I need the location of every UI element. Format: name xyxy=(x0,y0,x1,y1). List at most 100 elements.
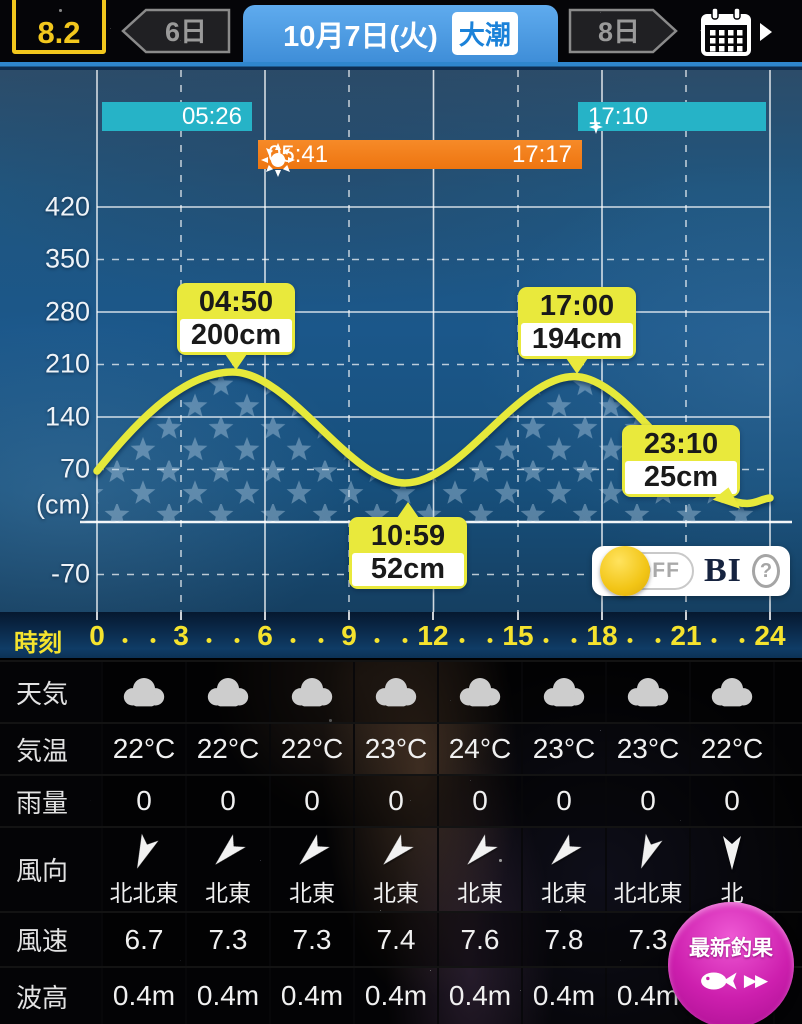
x-tick-3: 3 xyxy=(173,620,189,651)
temperature-cell: 23°C xyxy=(521,724,605,774)
x-tick-24: 24 xyxy=(754,620,786,651)
sun-bar: 05:41 17:17 xyxy=(258,140,582,177)
calendar-expand-arrow-icon[interactable] xyxy=(760,23,772,41)
row-label-weather: 天気 xyxy=(0,662,101,722)
weather-cell xyxy=(689,662,773,722)
tooltip-pointer xyxy=(397,502,419,518)
weather-cell xyxy=(353,662,437,722)
fishing-score-value: 8.2 xyxy=(37,14,81,50)
fish-icon xyxy=(700,972,737,990)
wind-direction-cell: 北 xyxy=(689,828,773,911)
wave-height-cell: 0.4m xyxy=(101,968,185,1024)
wind-speed-cell: 7.3 xyxy=(269,913,353,966)
y-tick-280: 280 xyxy=(44,296,90,327)
low-tide-time-1: 10:59 xyxy=(370,520,446,552)
wave-height-cell: 0.4m xyxy=(437,968,521,1024)
toggle-knob[interactable] xyxy=(600,546,650,596)
current-day-tab[interactable]: 10月7日(火) 大潮 xyxy=(243,5,558,62)
cloudy-icon xyxy=(711,678,753,707)
next-day-button[interactable]: 8日 xyxy=(567,8,679,54)
wind-direction-cell: 北東 xyxy=(185,828,269,911)
fishing-score-box: 8.2 xyxy=(12,0,106,54)
table-row-weather: 天気 xyxy=(0,660,802,722)
x-tick-0: 0 xyxy=(89,620,105,651)
latest-catch-label: 最新釣果 xyxy=(689,937,773,960)
low-tide-time-2: 23:10 xyxy=(643,428,719,460)
row-label-wind-speed: 風速 xyxy=(0,913,101,966)
wind-direction-cell: 北東 xyxy=(269,828,353,911)
weather-cell xyxy=(185,662,269,722)
wind-direction-label: 北東 xyxy=(457,879,503,906)
cloudy-icon xyxy=(291,678,333,707)
wind-speed-cell: 7.8 xyxy=(521,913,605,966)
cloudy-icon xyxy=(627,678,669,707)
moon-bar-rise: 17:10 xyxy=(578,102,766,155)
temperature-cell: 23°C xyxy=(605,724,689,774)
weather-cell xyxy=(521,662,605,722)
high-tide-time-1: 04:50 xyxy=(198,286,274,318)
y-tick-350: 350 xyxy=(44,243,90,274)
y-tick-140: 140 xyxy=(44,401,90,432)
wind-arrow-icon xyxy=(551,833,582,865)
cloudy-icon xyxy=(207,678,249,707)
temperature-cell: 24°C xyxy=(437,724,521,774)
x-tick-18: 18 xyxy=(586,620,618,651)
header-stars-decoration xyxy=(0,0,1,1)
row-label-wave-height: 波高 xyxy=(0,968,101,1024)
y-tick-70: 70 xyxy=(59,453,90,484)
table-row-rainfall: 雨量 0 0 0 0 0 0 0 0 xyxy=(0,774,802,826)
low-tide-value-2: 25cm xyxy=(625,461,737,494)
temperature-cell: 23°C xyxy=(353,724,437,774)
row-label-wind-direction: 風向 xyxy=(0,828,101,911)
double-arrow-icon: ▶▶ xyxy=(743,971,768,990)
cloudy-icon xyxy=(543,678,585,707)
wind-direction-label: 北東 xyxy=(289,879,335,906)
tide-chart: 420 350 280 210 140 70 (cm) -70 05:26 17… xyxy=(0,70,802,612)
x-tick-21: 21 xyxy=(670,620,702,651)
wind-direction-cell: 北東 xyxy=(521,828,605,911)
table-row-wave-height: 波高 0.4m 0.4m 0.4m 0.4m 0.4m 0.4m 0.4m 0.… xyxy=(0,966,802,1024)
wind-direction-label: 北東 xyxy=(541,879,587,906)
prev-day-button[interactable]: 6日 xyxy=(120,8,232,54)
wind-direction-cell: 北北東 xyxy=(605,828,689,911)
wind-speed-cell: 6.7 xyxy=(101,913,185,966)
moonset-time: 05:26 xyxy=(181,102,242,130)
wave-height-cell: 0.4m xyxy=(185,968,269,1024)
tide-type-badge: 大潮 xyxy=(451,12,518,55)
rainfall-cell: 0 xyxy=(521,776,605,826)
next-day-label: 8日 xyxy=(598,17,640,47)
x-tick-6: 6 xyxy=(257,620,273,651)
header-bar: 8.2 6日 10月7日(火) 大潮 8日 xyxy=(0,0,802,62)
cloudy-icon xyxy=(123,678,165,707)
wind-arrow-icon xyxy=(641,833,663,869)
prev-day-label: 6日 xyxy=(165,17,207,47)
wind-arrow-icon xyxy=(137,833,159,869)
low-tide-tooltip-1: 10:59 52cm xyxy=(349,502,467,589)
bi-toggle-panel: OFF BI ? xyxy=(592,546,790,596)
wind-speed-cell: 7.6 xyxy=(437,913,521,966)
temperature-cell: 22°C xyxy=(269,724,353,774)
temperature-cell: 22°C xyxy=(101,724,185,774)
help-button[interactable]: ? xyxy=(751,554,780,588)
high-tide-tooltip-1: 04:50 200cm xyxy=(177,283,295,370)
bi-toggle-switch[interactable]: OFF xyxy=(600,546,694,596)
moon-icon xyxy=(589,114,632,155)
wind-arrow-icon xyxy=(299,833,330,865)
wind-arrow-icon xyxy=(215,833,246,865)
wind-direction-cell: 北東 xyxy=(437,828,521,911)
weather-table: 天気 気温 22°C 22°C 22°C 23°C 24°C 23°C 23°C… xyxy=(0,660,802,1024)
latest-catch-button[interactable]: 最新釣果 ▶▶ xyxy=(668,902,794,1024)
wind-direction-label: 北東 xyxy=(205,879,251,906)
high-tide-value-2: 194cm xyxy=(521,323,633,356)
wind-direction-label: 北北東 xyxy=(109,879,179,906)
temperature-cell: 22°C xyxy=(185,724,269,774)
rainfall-cell: 0 xyxy=(689,776,773,826)
weather-cell xyxy=(605,662,689,722)
rainfall-cell: 0 xyxy=(185,776,269,826)
calendar-icon[interactable] xyxy=(700,7,754,57)
rainfall-cell: 0 xyxy=(269,776,353,826)
temperature-cell: 22°C xyxy=(689,724,773,774)
wind-speed-cell: 7.4 xyxy=(353,913,437,966)
cloudy-icon xyxy=(375,678,417,707)
x-tick-9: 9 xyxy=(341,620,357,651)
